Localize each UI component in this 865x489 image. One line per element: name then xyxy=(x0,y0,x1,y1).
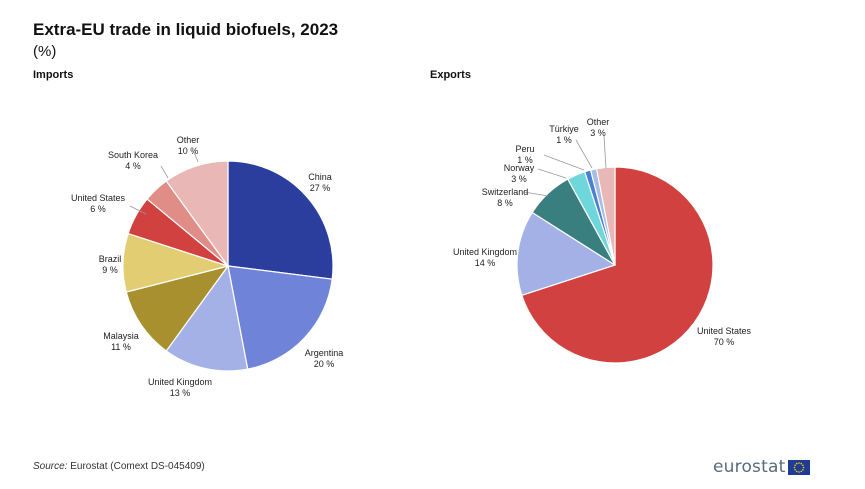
eurostat-logo: eurostat xyxy=(713,457,811,477)
imports-label-argentina: Argentina xyxy=(305,348,344,358)
exports-pie-title: Exports xyxy=(430,69,471,81)
exports-slice-united-kingdom xyxy=(516,211,617,297)
imports-value-brazil: 9 % xyxy=(102,265,118,275)
imports-label-brazil: Brazil xyxy=(99,254,122,264)
imports-slice-other xyxy=(165,160,229,268)
imports-leader-united-states xyxy=(129,205,147,215)
exports-leader-other xyxy=(603,135,607,169)
exports-value-united-kingdom: 14 % xyxy=(475,258,496,268)
imports-value-malaysia: 11 % xyxy=(111,342,131,352)
imports-label-united-kingdom: United Kingdom xyxy=(148,377,212,387)
imports-label-united-states: United States xyxy=(71,193,126,203)
imports-value-china: 27 % xyxy=(310,183,331,193)
exports-value-other: 3 % xyxy=(590,128,606,138)
exports-label-peru: Peru xyxy=(515,144,534,154)
eurostat-logo-text: eurostat xyxy=(713,457,786,477)
imports-slice-china xyxy=(227,160,334,280)
imports-label-china: China xyxy=(308,172,332,182)
imports-value-united-states: 6 % xyxy=(90,204,106,214)
exports-label-united-kingdom: United Kingdom xyxy=(453,247,517,257)
imports-slice-argentina xyxy=(227,265,333,370)
imports-label-other: Other xyxy=(177,135,200,145)
exports-label-norway: Norway xyxy=(504,163,535,173)
imports-value-argentina: 20 % xyxy=(314,359,335,369)
chart-title: Extra-EU trade in liquid biofuels, 2023 xyxy=(33,20,339,39)
imports-slice-united-kingdom xyxy=(165,264,249,372)
imports-pie-title: Imports xyxy=(33,69,74,81)
imports-leader-other xyxy=(193,151,199,163)
imports-value-south-korea: 4 % xyxy=(125,161,141,171)
exports-label-switzerland: Switzerland xyxy=(482,187,529,197)
exports-leader-switzerland xyxy=(523,191,549,197)
exports-label-united-states: United States xyxy=(697,326,752,336)
imports-slice-malaysia xyxy=(125,265,230,352)
eu-flag-icon xyxy=(788,459,811,475)
chart-subtitle: (%) xyxy=(33,43,57,60)
exports-label-other: Other xyxy=(587,117,610,127)
imports-value-united-kingdom: 13 % xyxy=(170,388,191,398)
imports-label-malaysia: Malaysia xyxy=(103,331,139,341)
exports-value-united-states: 70 % xyxy=(714,337,735,347)
exports-leader-t-rkiye xyxy=(575,139,593,169)
source-note: Source: Eurostat (Comext DS-045409) xyxy=(33,461,205,472)
imports-label-south-korea: South Korea xyxy=(108,150,158,160)
exports-value-switzerland: 8 % xyxy=(497,198,513,208)
source-text: Eurostat (Comext DS-045409) xyxy=(70,461,205,472)
exports-value-peru: 1 % xyxy=(517,155,533,165)
source-label: Source: xyxy=(33,461,68,472)
exports-leader-peru xyxy=(543,154,585,171)
exports-slice-united-states xyxy=(521,166,714,364)
exports-leader-norway xyxy=(537,168,567,179)
imports-value-other: 10 % xyxy=(178,146,199,156)
exports-label-t-rkiye: Türkiye xyxy=(549,124,579,134)
exports-value-norway: 3 % xyxy=(511,174,527,184)
exports-value-t-rkiye: 1 % xyxy=(556,135,572,145)
imports-leader-south-korea xyxy=(160,165,169,179)
